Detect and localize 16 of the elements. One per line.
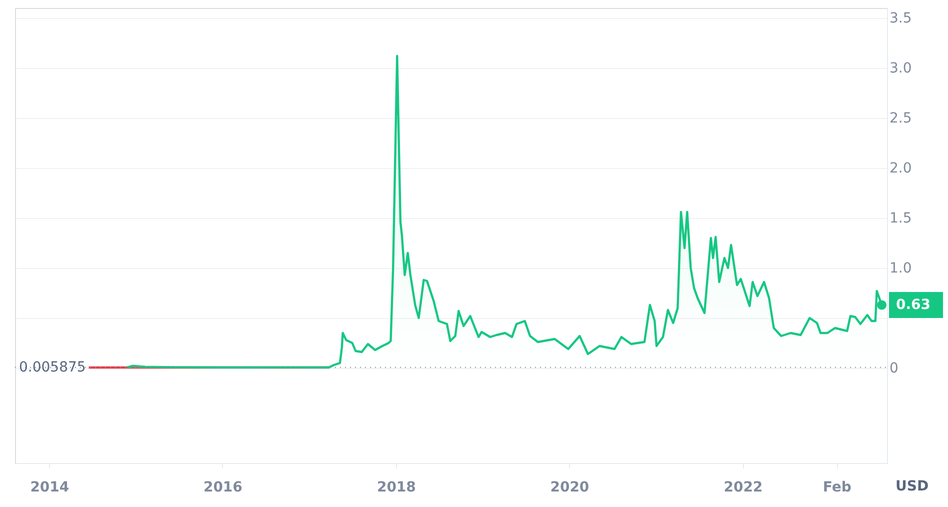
y-tick-label: 2.5 <box>890 110 912 126</box>
y-axis-title: USD <box>896 478 929 494</box>
ref-line-label: 0.005875 <box>19 359 86 376</box>
y-tick-label: 3.0 <box>890 60 912 76</box>
y-tick-label: 3.5 <box>890 10 912 26</box>
x-tick-label: 2014 <box>30 480 70 496</box>
annotation: 0.63 <box>896 297 931 313</box>
y-tick-label: 2.0 <box>890 160 912 176</box>
x-tick-label: 2022 <box>724 480 763 496</box>
x-tick-label: Feb <box>822 480 852 496</box>
x-tick-label: 2016 <box>203 480 242 496</box>
y-tick-label: 1.0 <box>890 260 912 276</box>
x-tick-label: 2018 <box>376 480 416 496</box>
x-tick-label: 2020 <box>550 480 590 496</box>
y-tick-label: 1.5 <box>890 210 912 226</box>
y-tick-label: 0 <box>890 360 898 376</box>
